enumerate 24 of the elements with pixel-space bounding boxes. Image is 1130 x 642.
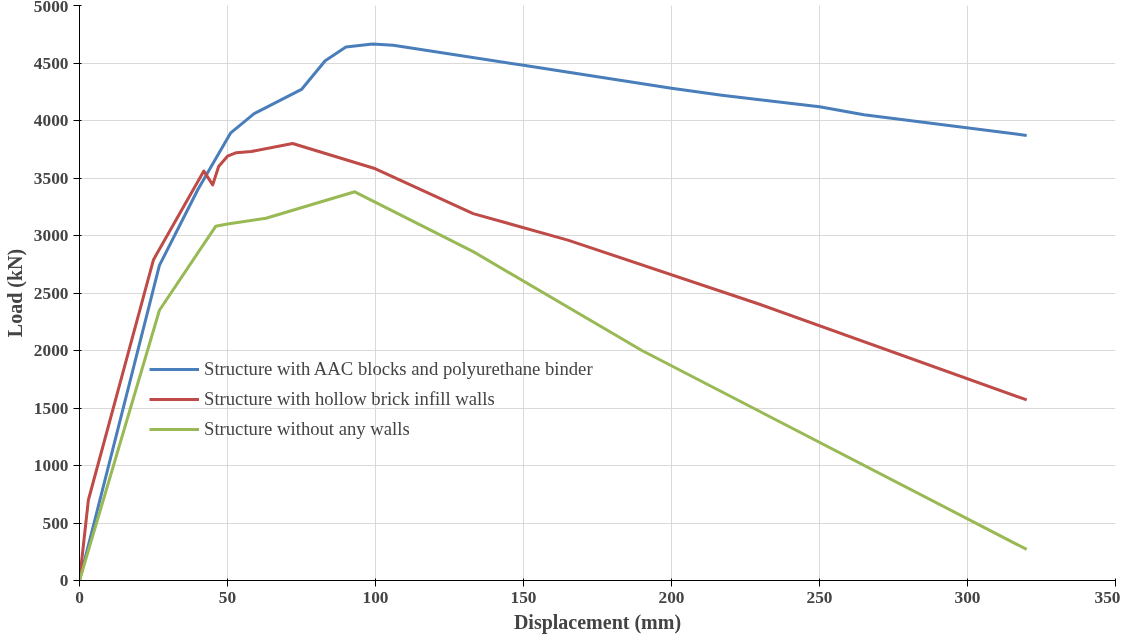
y-tick-label: 4500 (33, 53, 69, 73)
legend-label: Structure without any walls (204, 418, 411, 440)
y-tick-label: 1500 (33, 398, 69, 418)
y-tick-label: 4000 (33, 111, 69, 130)
x-tick-label: 300 (954, 587, 981, 607)
y-tick-label: 5000 (33, 0, 69, 16)
x-tick-label: 350 (1094, 587, 1121, 607)
x-tick-label: 0 (75, 587, 84, 607)
y-axis-title: Load (kN) (3, 248, 27, 338)
x-tick-label: 100 (362, 587, 389, 607)
y-tick-label: 1000 (33, 456, 69, 475)
legend-label: Structure with hollow brick infill walls (204, 388, 495, 410)
x-tick-label: 200 (658, 587, 685, 607)
y-tick-label: 3500 (33, 168, 69, 188)
x-tick-label: 250 (806, 587, 833, 607)
y-tick-label: 500 (42, 513, 69, 533)
y-tick-label: 0 (59, 571, 69, 590)
x-tick-label: 50 (218, 587, 237, 607)
y-tick-label: 2500 (33, 283, 69, 303)
x-axis-title: Displacement (mm) (513, 610, 682, 634)
legend-label: Structure with AAC blocks and polyurethane binder (204, 358, 593, 380)
x-tick-label: 150 (510, 587, 537, 607)
y-tick-label: 2000 (33, 341, 69, 360)
y-tick-label: 3000 (33, 226, 69, 245)
